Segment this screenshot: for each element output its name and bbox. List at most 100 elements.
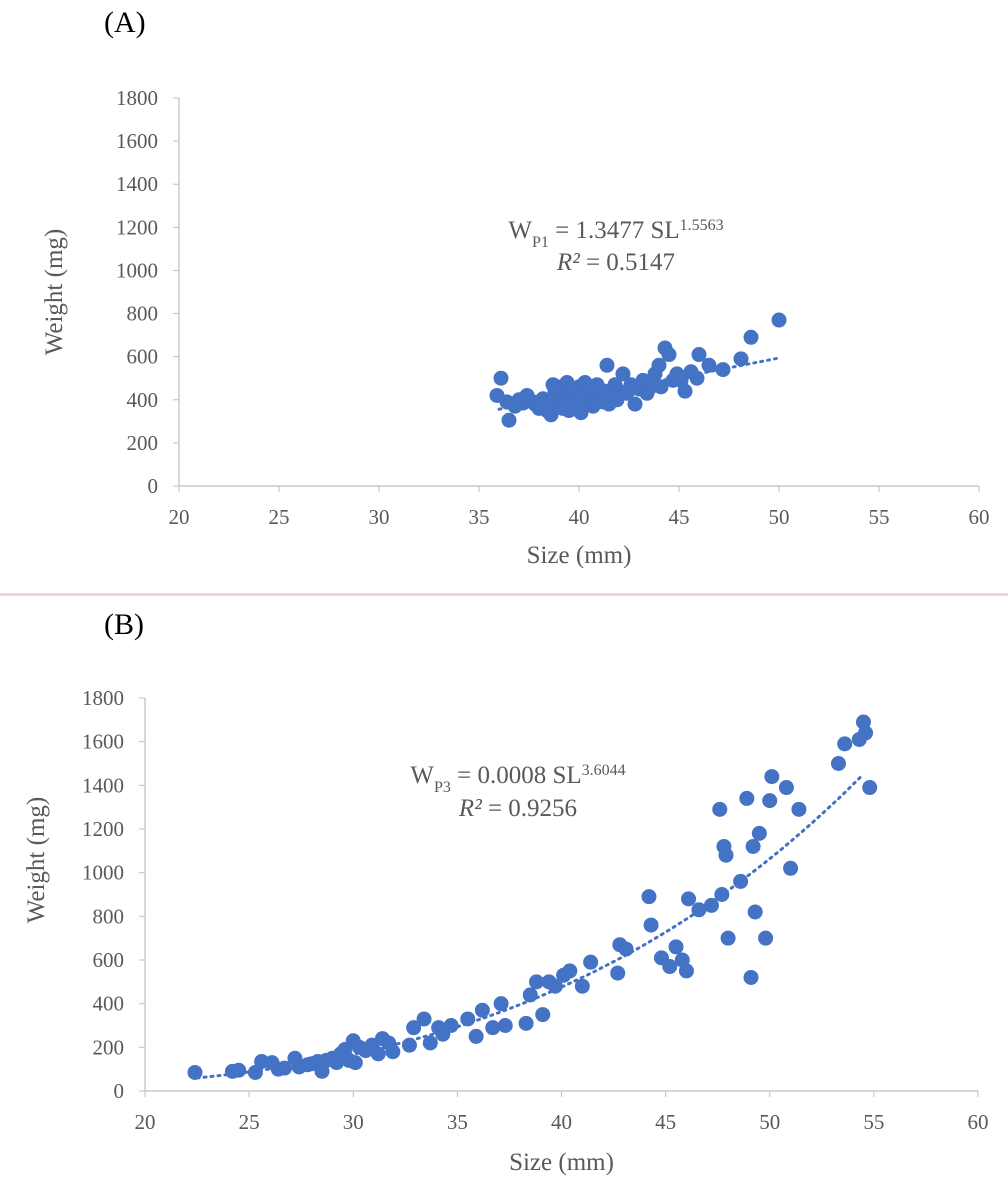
y-tick-label: 1400 (82, 773, 124, 797)
data-point (778, 780, 794, 796)
y-tick-label: 400 (93, 992, 125, 1016)
x-tick-label: 45 (669, 505, 690, 529)
data-point (758, 930, 774, 946)
panel-label-a: (A) (104, 6, 146, 39)
data-point (720, 930, 736, 946)
data-point (485, 1020, 501, 1036)
x-tick-label: 60 (968, 1110, 989, 1134)
data-point (547, 978, 563, 994)
data-point (661, 347, 677, 363)
x-tick-label: 30 (369, 505, 390, 529)
data-point (691, 347, 707, 363)
x-tick-label: 40 (551, 1110, 572, 1134)
data-point (518, 1015, 534, 1031)
y-tick-label: 1600 (82, 730, 124, 754)
y-tick-label: 800 (127, 302, 159, 326)
y-tick-label: 200 (127, 431, 159, 455)
data-point (599, 357, 615, 373)
data-point (715, 362, 731, 378)
data-point (474, 1002, 490, 1018)
data-point (468, 1028, 484, 1044)
data-point (783, 860, 799, 876)
data-point (733, 351, 749, 367)
data-point (668, 939, 684, 955)
x-tick-label: 25 (239, 1110, 260, 1134)
x-tick-label: 35 (447, 1110, 468, 1134)
equation-label: WP3 = 0.0008 SL3.6044 (410, 762, 625, 796)
data-point (497, 1018, 513, 1033)
panel-divider (0, 593, 1008, 596)
data-point (764, 769, 780, 785)
data-point (583, 954, 599, 970)
data-point (745, 838, 761, 854)
x-tick-label: 50 (759, 1110, 780, 1134)
data-point (493, 996, 509, 1012)
x-tick-label: 55 (869, 505, 890, 529)
data-point (529, 974, 545, 990)
y-tick-label: 1800 (82, 686, 124, 710)
data-point (385, 1044, 401, 1060)
data-point (460, 1011, 476, 1027)
data-point (406, 1020, 422, 1036)
x-tick-label: 35 (469, 505, 490, 529)
data-point (610, 965, 626, 981)
data-point (762, 793, 778, 809)
chart-panel-b: (B) 0 200 400 600 800 1000 1200 1400 1600 1800 20 2… (0, 600, 1008, 1178)
data-point (677, 383, 693, 399)
y-tick-label: 400 (127, 388, 159, 412)
data-point (830, 756, 846, 771)
y-tick-label: 0 (114, 1079, 125, 1103)
data-point (347, 1055, 363, 1071)
data-point (739, 790, 755, 806)
data-point (501, 412, 517, 428)
data-point (574, 978, 590, 994)
y-tick-label: 1000 (82, 861, 124, 885)
data-point (703, 897, 719, 913)
y-tick-label: 200 (93, 1035, 125, 1059)
y-axis-title: Weight (mg) (23, 797, 50, 923)
y-tick-label: 800 (93, 904, 125, 928)
data-point (535, 1007, 551, 1023)
x-tick-label: 20 (135, 1110, 156, 1134)
trendline (497, 356, 781, 411)
x-axis-title: Size (mm) (527, 542, 632, 569)
y-tick-label: 1800 (116, 86, 158, 110)
y-tick-label: 1000 (116, 258, 158, 282)
chart-b: 0 200 400 600 800 1000 1200 1400 1600 1800 20 25 30 3… (23, 686, 989, 1176)
y-tick-label: 0 (148, 474, 159, 498)
data-point (422, 1035, 438, 1051)
data-point (837, 736, 853, 752)
data-point (858, 725, 874, 741)
data-point (701, 357, 717, 373)
data-point (493, 370, 509, 386)
data-point (678, 963, 694, 979)
data-point (627, 396, 643, 412)
data-point (743, 329, 759, 345)
x-tick-label: 20 (169, 505, 190, 529)
data-point (743, 969, 759, 985)
y-axis-title: Weight (mg) (41, 229, 68, 355)
data-point (651, 357, 667, 373)
data-point (443, 1018, 459, 1033)
x-tick-label: 50 (769, 505, 790, 529)
trendline (195, 772, 865, 1080)
data-point (653, 379, 669, 395)
data-point (791, 801, 807, 817)
y-tick-label: 600 (93, 948, 125, 972)
x-axis-title: Size (mm) (509, 1149, 614, 1176)
data-point (751, 825, 767, 841)
data-point (641, 889, 657, 905)
data-point (370, 1046, 386, 1062)
x-tick-label: 25 (269, 505, 290, 529)
data-point (643, 917, 659, 933)
data-point (662, 959, 678, 975)
y-tick-label: 1200 (82, 817, 124, 841)
data-point (231, 1062, 247, 1078)
y-tick-label: 1200 (116, 215, 158, 239)
data-point (562, 963, 578, 979)
chart-panel-a: (A) 0 200 400 600 800 1000 1200 1400 1600 1800 20 2… (0, 0, 1008, 590)
data-point (277, 1060, 293, 1076)
x-tick-label: 45 (655, 1110, 676, 1134)
data-point (522, 987, 538, 1003)
data-point (733, 873, 749, 889)
